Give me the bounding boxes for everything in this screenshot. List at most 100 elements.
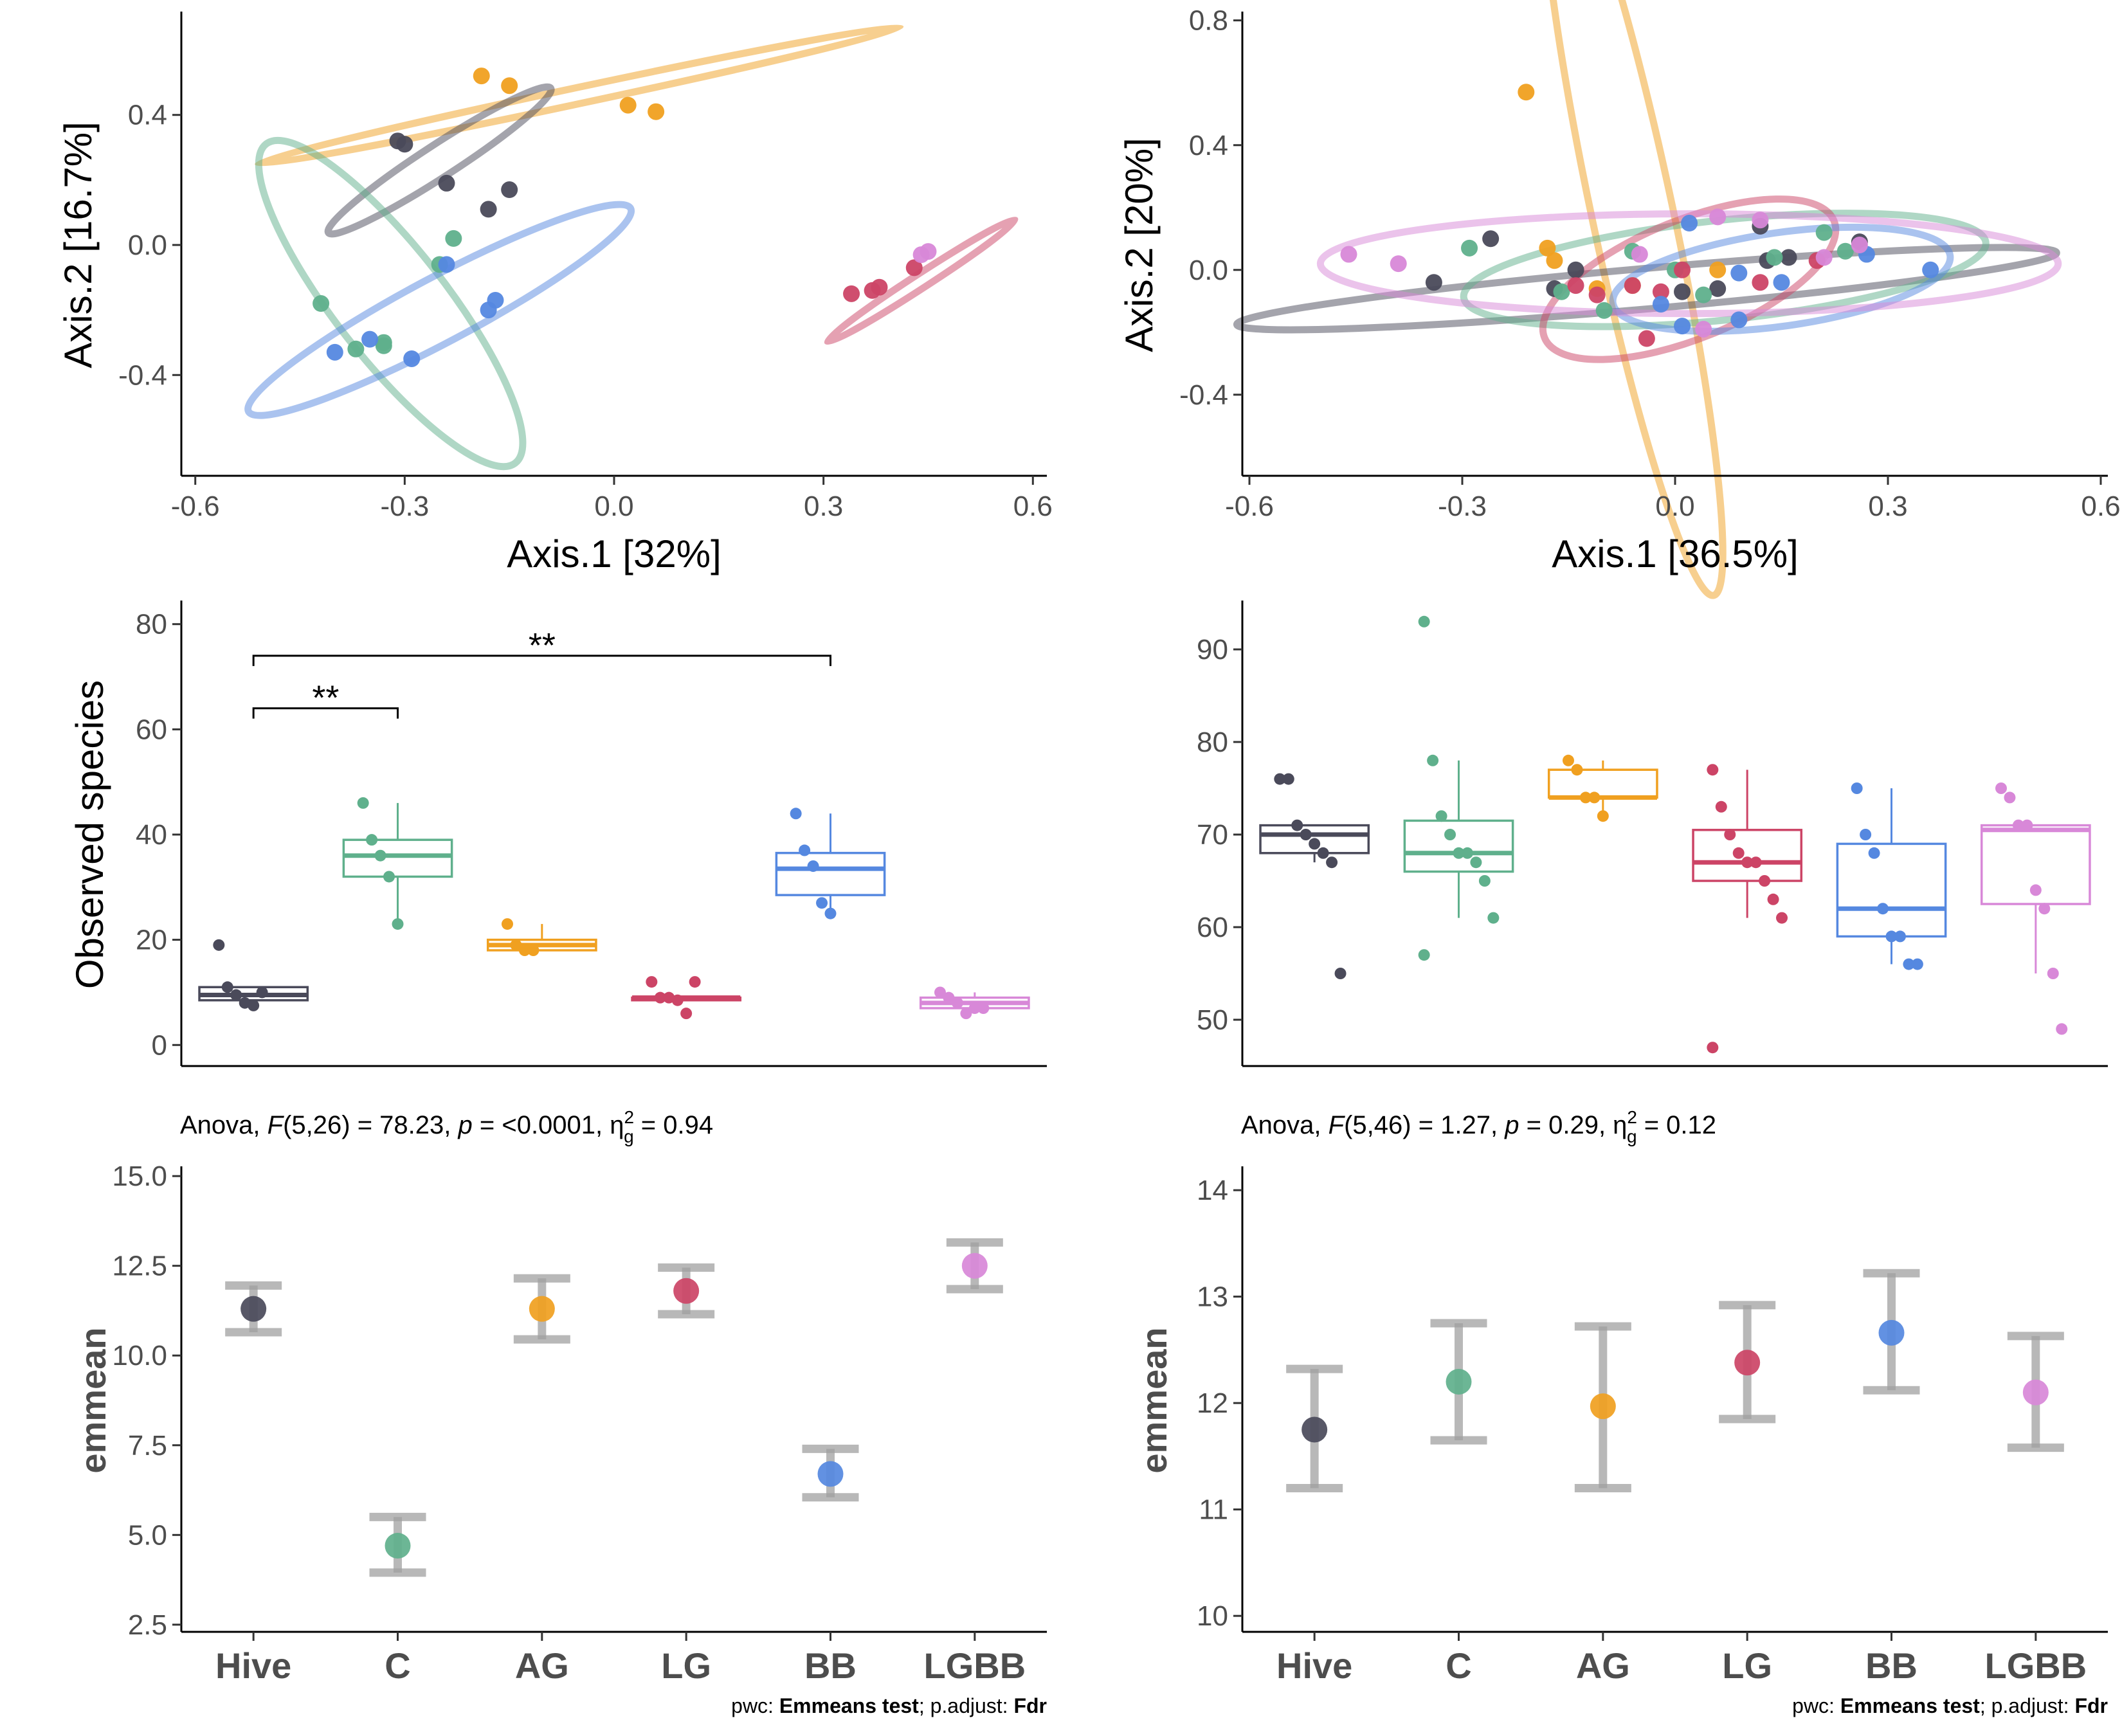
jitter-point-lg: [1732, 847, 1745, 859]
jitter-point-ag: [518, 945, 530, 956]
data-point-c: [313, 295, 330, 312]
subtitle-part: p: [458, 1111, 473, 1139]
jitter-point-lg: [1759, 875, 1771, 887]
jitter-point-c: [383, 871, 395, 883]
data-point-lgbb: [1340, 246, 1357, 263]
jitter-point-c: [1487, 912, 1500, 924]
data-point-ag: [619, 96, 637, 114]
jitter-point-c: [1453, 847, 1465, 859]
subtitle-part: = 0.12: [1637, 1111, 1716, 1139]
jitter-point-lgbb: [2038, 903, 2051, 915]
caption-part: Emmeans test: [1840, 1694, 1980, 1717]
x-tick-label: 0.6: [1013, 491, 1053, 522]
subtitle-part: (5,46) = 1.27,: [1344, 1111, 1505, 1139]
data-point-hive: [1482, 230, 1500, 248]
jitter-point-ag: [1579, 791, 1592, 804]
box-bb: [775, 851, 886, 896]
jitter-point-lg: [1724, 829, 1736, 840]
y-tick-label: 70: [1197, 819, 1228, 851]
pwc-caption: pwc: Emmeans test; p.adjust: Fdr: [1792, 1694, 2108, 1717]
jitter-point-lg: [1707, 1042, 1719, 1054]
jitter-point-c: [1418, 615, 1430, 628]
caption-part: pwc:: [1792, 1694, 1840, 1717]
data-point-lgbb: [1631, 246, 1648, 263]
x-tick-label: 0.0: [1655, 491, 1694, 522]
data-point-ag: [648, 103, 665, 120]
data-point-lg: [1752, 274, 1769, 291]
subtitle-part: F: [268, 1111, 285, 1139]
jitter-point-lg: [646, 976, 658, 988]
x-category-label-lg: LG: [1722, 1645, 1772, 1686]
y-tick-label: 14: [1197, 1175, 1228, 1206]
jitter-point-bb: [1877, 903, 1889, 915]
jitter-point-c: [1461, 847, 1473, 859]
jitter-point-bb: [1860, 829, 1872, 840]
y-tick-label: 0: [152, 1029, 167, 1061]
jitter-point-hive: [213, 939, 225, 951]
y-axis-title: Observed species: [68, 680, 111, 989]
jitter-point-hive: [1282, 773, 1294, 785]
jitter-point-lgbb: [977, 1002, 990, 1014]
jitter-point-lgbb: [2056, 1023, 2068, 1035]
emmean-point-bb: [1878, 1319, 1905, 1346]
jitter-point-hive: [1326, 856, 1338, 869]
jitter-point-bb: [1885, 930, 1898, 943]
subtitle-part: g: [1627, 1126, 1637, 1146]
caption-part: pwc:: [731, 1694, 779, 1717]
y-tick-label: 50: [1197, 1004, 1228, 1036]
subtitle-part: = 0.94: [634, 1111, 713, 1139]
x-category-label-bb: BB: [804, 1645, 857, 1686]
data-point-lgbb: [1752, 212, 1769, 229]
subtitle-part: = <0.0001,: [473, 1111, 610, 1139]
significance-label: **: [529, 626, 556, 665]
x-axis-title: Axis.1 [36.5%]: [1552, 532, 1799, 575]
y-tick-label: 10: [1197, 1600, 1228, 1632]
data-point-lgbb: [1390, 255, 1407, 273]
subtitle-part: F: [1329, 1111, 1346, 1139]
jitter-point-bb: [1903, 958, 1915, 970]
x-tick-label: -0.6: [1225, 491, 1274, 522]
emmean-point-c: [385, 1533, 411, 1559]
confidence-ellipse-bb: [1609, 223, 1954, 335]
x-category-label-c: C: [1446, 1645, 1471, 1686]
jitter-point-lg: [1715, 800, 1727, 813]
data-point-bb: [1773, 274, 1790, 291]
caption-part: Emmeans test: [779, 1694, 919, 1717]
jitter-point-bb: [799, 844, 811, 856]
y-tick-label: 13: [1197, 1281, 1228, 1313]
data-point-hive: [501, 181, 518, 199]
x-category-label-c: C: [385, 1645, 410, 1686]
emmean-point-ag: [529, 1296, 555, 1322]
box-lg: [1692, 829, 1803, 882]
data-point-lg: [905, 259, 923, 276]
jitter-point-lgbb: [960, 1008, 972, 1020]
data-point-hive: [1425, 274, 1442, 291]
data-point-lgbb: [920, 243, 937, 260]
data-point-c: [445, 230, 462, 247]
x-tick-label: -0.3: [380, 491, 429, 522]
jitter-point-hive: [1309, 838, 1321, 850]
jitter-point-lg: [1776, 912, 1788, 924]
x-category-label-lgbb: LGBB: [924, 1645, 1026, 1686]
y-tick-label: -0.4: [1179, 379, 1228, 411]
data-point-hive: [480, 201, 497, 218]
jitter-point-c: [374, 849, 386, 862]
subtitle-part: η: [1613, 1111, 1627, 1139]
data-point-c: [375, 337, 392, 354]
y-tick-label: 0.0: [128, 230, 167, 261]
jitter-point-lgbb: [934, 986, 946, 999]
jitter-point-lg: [1707, 764, 1719, 776]
emmean-point-lg: [1734, 1350, 1761, 1376]
data-point-hive: [438, 174, 455, 192]
jitter-point-hive: [230, 989, 242, 1001]
jitter-point-hive: [256, 986, 268, 999]
jitter-point-ag: [1571, 764, 1583, 776]
jitter-point-ag: [1562, 754, 1574, 766]
pcoa-plot-right: -0.4 0.0 0.4 0.8 -0.6 -0.3 0.0 0.3 0.6 Axis.1 [36…: [1118, 0, 2121, 599]
subtitle-part: (5,26) = 78.23,: [283, 1111, 458, 1139]
confidence-ellipse-lgbb: [1316, 210, 2062, 318]
subtitle-part: 2: [1627, 1107, 1637, 1127]
jitter-point-c: [1470, 856, 1482, 869]
